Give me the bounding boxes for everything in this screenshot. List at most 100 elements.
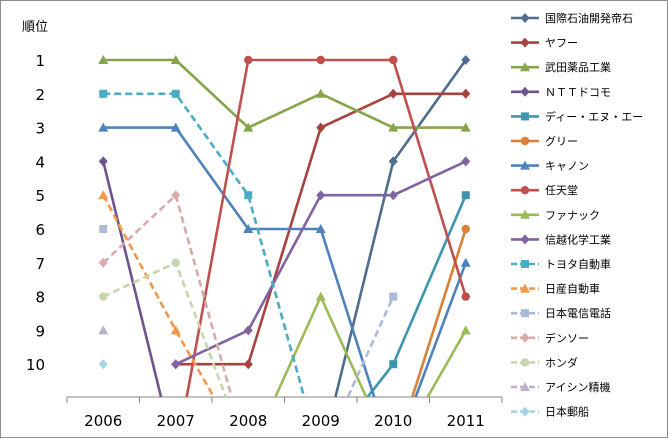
legend-label: 信越化学工業 <box>545 232 611 246</box>
legend-item: 日本郵船 <box>511 405 589 419</box>
legend-label: 日本電信電話 <box>545 306 611 320</box>
data-point-marker <box>98 359 108 370</box>
series-line <box>98 156 163 397</box>
x-tick-label: 2011 <box>447 412 485 430</box>
data-point-marker <box>98 257 108 268</box>
data-point-marker <box>243 122 254 132</box>
data-point-marker <box>520 62 530 72</box>
data-point-marker <box>461 224 470 234</box>
legend-label: ディー・エヌ・エー <box>545 109 643 123</box>
series-line <box>98 55 471 132</box>
data-point-marker <box>461 88 471 99</box>
data-point-marker <box>460 122 471 132</box>
series-line <box>99 258 228 397</box>
series-line <box>98 190 216 397</box>
data-point-marker <box>461 156 471 167</box>
y-axis-title: 順位 <box>22 20 48 35</box>
legend-item: ＮＴＴドコモ <box>511 86 611 99</box>
data-point-marker <box>171 89 180 98</box>
data-point-marker <box>520 37 530 48</box>
x-tick-label: 2007 <box>157 412 195 430</box>
legend-label: ファナック <box>545 209 600 222</box>
legend-item: ファナック <box>511 209 600 222</box>
series-path <box>103 126 467 397</box>
data-point-marker <box>520 358 530 367</box>
data-point-marker <box>520 13 530 23</box>
x-tick-label: 2006 <box>84 412 122 430</box>
data-point-marker <box>99 89 108 98</box>
legend-label: 武田薬品工業 <box>545 61 611 74</box>
data-point-marker <box>99 225 108 233</box>
series-layer <box>98 55 471 397</box>
series-line <box>185 55 470 397</box>
y-tick-label: 5 <box>35 187 45 205</box>
data-point-marker <box>461 55 471 65</box>
data-point-marker <box>461 292 470 301</box>
legend-item: ヤフー <box>511 37 578 50</box>
data-point-marker <box>244 55 253 65</box>
legend-label: 任天堂 <box>545 184 578 197</box>
series-path <box>346 296 395 397</box>
x-tick-label: 2010 <box>374 412 412 430</box>
series-line <box>334 55 471 397</box>
data-point-marker <box>243 359 253 370</box>
y-tick-label: 7 <box>35 255 45 273</box>
legend-item: 日本電信電話 <box>511 306 611 320</box>
data-point-marker <box>243 224 254 233</box>
data-point-marker <box>98 122 109 132</box>
legend-item: トヨタ自動車 <box>511 257 611 271</box>
legend-item: キャノン <box>511 160 589 173</box>
data-point-marker <box>520 209 530 219</box>
y-tick-label: 8 <box>35 289 45 307</box>
legend-item: 日産自動車 <box>511 282 600 296</box>
series-path <box>101 161 163 397</box>
y-tick-label: 4 <box>35 153 45 171</box>
legend-label: トヨタ自動車 <box>545 257 611 271</box>
data-point-marker <box>388 88 398 99</box>
data-point-marker <box>388 122 399 132</box>
series-path <box>365 194 467 397</box>
data-point-marker <box>521 309 529 318</box>
series-line <box>365 191 470 397</box>
data-point-marker <box>170 325 181 335</box>
data-point-marker <box>389 292 398 301</box>
data-point-marker <box>389 360 398 369</box>
data-point-marker <box>170 122 181 132</box>
legend-item: アイシン精機 <box>511 380 610 394</box>
data-point-marker <box>98 190 109 200</box>
data-point-marker <box>171 190 181 201</box>
series-line <box>99 225 398 397</box>
legend-label: ヤフー <box>545 37 578 50</box>
y-tick-label: 9 <box>35 322 45 340</box>
data-point-marker <box>521 112 529 121</box>
y-tick-label: 2 <box>35 86 45 104</box>
series-path <box>103 58 466 129</box>
legend-label: ホンダ <box>545 355 578 369</box>
data-point-marker <box>315 224 326 233</box>
data-point-marker <box>243 325 253 336</box>
legend-label: アイシン精機 <box>545 380 610 394</box>
series-line <box>98 325 109 335</box>
data-point-marker <box>170 55 181 64</box>
series-line <box>98 190 233 397</box>
series-path <box>102 193 233 397</box>
data-point-marker <box>98 156 108 167</box>
legend-item: 国際石油開発帝石 <box>511 11 633 25</box>
series-line <box>98 122 471 397</box>
data-point-marker <box>389 55 398 65</box>
series-path <box>410 228 467 397</box>
data-point-marker <box>520 186 530 195</box>
data-point-marker <box>520 406 530 417</box>
series-path <box>102 261 228 397</box>
data-point-marker <box>99 292 108 301</box>
data-point-marker <box>520 86 530 97</box>
legend-label: 日産自動車 <box>545 282 600 296</box>
data-point-marker <box>520 382 530 391</box>
legend-label: ＮＴＴドコモ <box>545 86 611 99</box>
legend-label: デンソー <box>545 331 589 345</box>
legend-label: 国際石油開発帝石 <box>545 11 633 25</box>
series-path <box>103 92 306 397</box>
data-point-marker <box>520 332 530 343</box>
